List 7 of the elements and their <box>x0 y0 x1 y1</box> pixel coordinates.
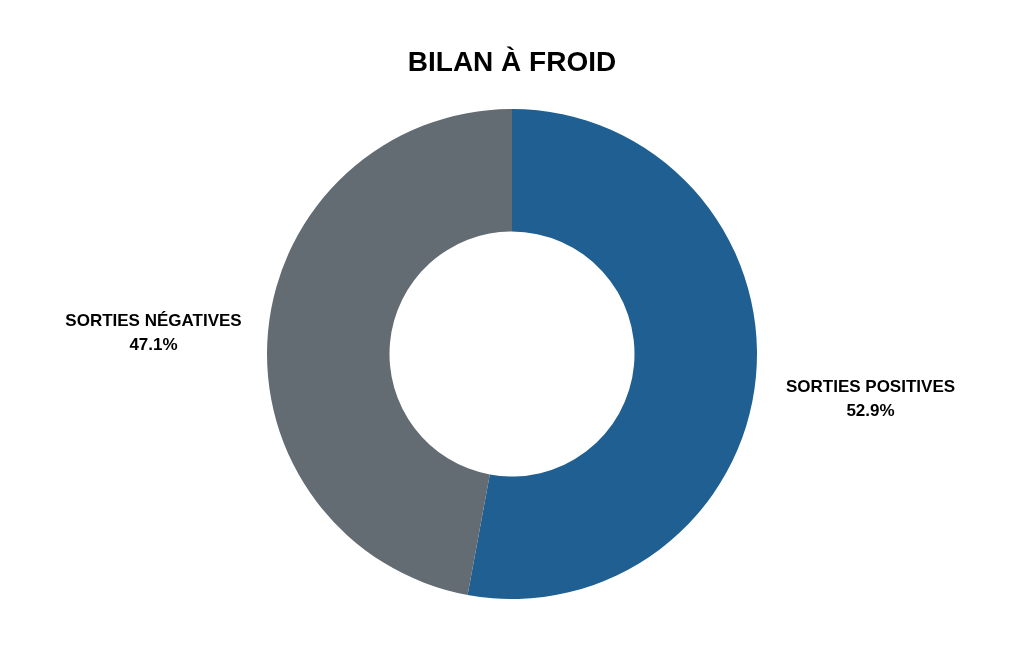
donut-slice <box>267 109 512 595</box>
slice-label: SORTIES NÉGATIVES <box>65 311 242 331</box>
data-label: 47.1% <box>129 335 178 355</box>
donut-slice <box>467 109 757 599</box>
data-label: 52.9% <box>846 400 895 420</box>
slice-label: SORTIES POSITIVES <box>785 376 956 396</box>
chart-title: BILAN À FROID <box>407 46 617 77</box>
